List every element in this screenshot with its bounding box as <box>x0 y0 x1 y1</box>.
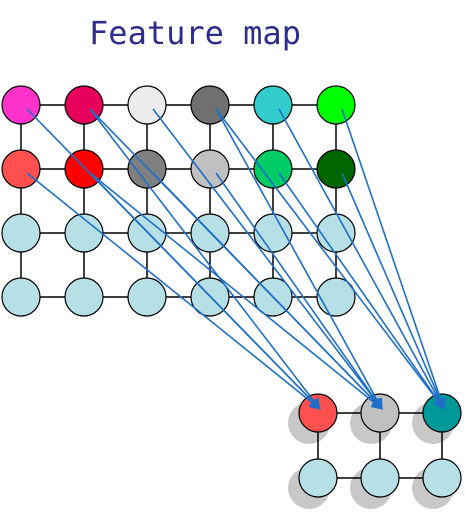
feature-map-title: Feature map <box>89 14 301 52</box>
projection-arrow-2 <box>26 172 321 410</box>
projection-arrow-12 <box>341 108 447 411</box>
feature-map-node-r1-c2 <box>127 149 167 189</box>
projection-arrows <box>26 108 447 411</box>
projection-arrow-8 <box>215 108 383 410</box>
projection-arrow-6 <box>89 172 383 410</box>
output-map-node-r0-c1 <box>360 393 400 433</box>
projection-arrow-1 <box>89 108 321 410</box>
projection-arrow-10 <box>215 108 445 410</box>
feature-map-node-r3-c1 <box>64 277 104 317</box>
feature-map-node-r0-c4 <box>253 85 293 125</box>
projection-arrow-14 <box>341 172 446 411</box>
projection-arrow-11 <box>278 108 445 410</box>
feature-map-node-r0-c0 <box>1 85 41 125</box>
output-map-node-r0-c0 <box>298 393 338 433</box>
feature-map-node-r3-c5 <box>316 277 356 317</box>
projection-arrow-13 <box>278 172 445 410</box>
feature-map-node-r0-c5 <box>316 85 356 125</box>
feature-map-node-r3-c0 <box>1 277 41 317</box>
output-map-node-r1-c2 <box>422 458 462 498</box>
feature-map-node-r2-c5 <box>316 213 356 253</box>
output-map-node-r1-c0 <box>298 458 338 498</box>
projection-arrow-5 <box>152 108 383 410</box>
feature-map-node-r2-c4 <box>253 213 293 253</box>
feature-map-node-r1-c1 <box>64 149 104 189</box>
projection-arrow-3 <box>89 172 321 410</box>
output-map-node-r1-c1 <box>360 458 400 498</box>
output-map-nodes <box>298 393 462 498</box>
projection-arrow-9 <box>215 172 383 410</box>
feature-map-node-r1-c5 <box>316 149 356 189</box>
feature-map-node-r1-c0 <box>1 149 41 189</box>
projection-arrow-7 <box>152 172 383 410</box>
output-map-node-r0-c2 <box>422 393 462 433</box>
feature-map-node-r2-c0 <box>1 213 41 253</box>
feature-map-node-r3-c2 <box>127 277 167 317</box>
feature-map-node-r2-c1 <box>64 213 104 253</box>
